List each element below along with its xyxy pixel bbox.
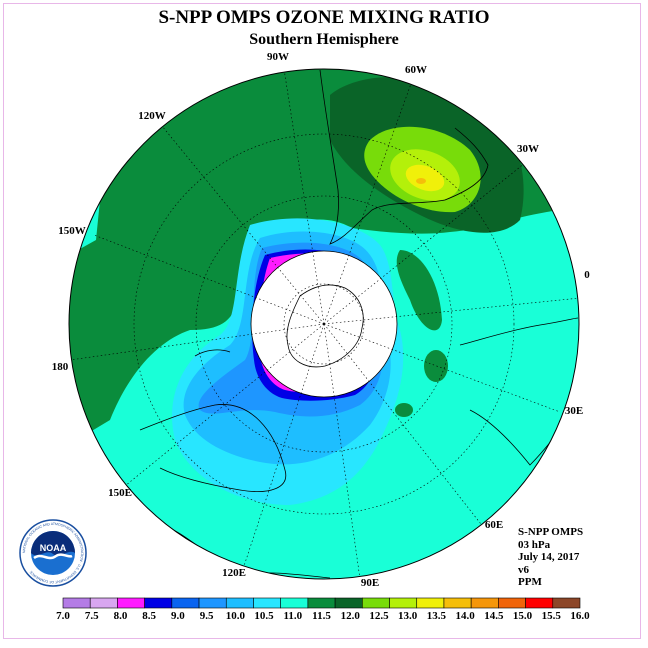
colorbar-tick-label: 16.0	[570, 610, 590, 622]
colorbar: 7.0 7.5 8.0 8.5 9.0 9.5 10.0 10.5 11.0 11.5 12.0 12…	[56, 597, 590, 622]
colorbar-box-8	[280, 597, 309, 609]
colorbar-tick-label: 8.0	[114, 610, 128, 622]
colorbar-box-10	[334, 597, 363, 609]
lon-label-0: 0	[584, 269, 590, 281]
colorbar-tick-label: 15.5	[542, 610, 562, 622]
figure-title: S-NPP OMPS OZONE MIXING RATIO	[158, 7, 490, 28]
colorbar-box-9	[307, 597, 336, 609]
lon-label-90w: 90W	[267, 51, 289, 63]
colorbar-box-14	[443, 597, 472, 609]
colorbar-box-12	[389, 597, 418, 609]
lon-label-180: 180	[52, 361, 69, 373]
contour-11.5-east-3	[395, 403, 413, 417]
figure-border	[3, 3, 641, 639]
contour-11.5-east-2	[424, 350, 448, 382]
colorbar-tick-label: 14.0	[455, 610, 475, 622]
colorbar-box-1	[89, 597, 118, 609]
contour-13.5	[405, 164, 445, 192]
colorbar-box-5	[198, 597, 227, 609]
colorbar-tick-label: 11.5	[312, 610, 331, 622]
colorbar-tick-label: 8.5	[142, 610, 156, 622]
info-level: 03 hPa	[518, 538, 551, 551]
colorbar-tick-label: 10.0	[226, 610, 246, 622]
lon-label-120e: 120E	[222, 567, 246, 579]
colorbar-box-18	[552, 597, 581, 609]
australia-coast	[139, 404, 287, 492]
south-america-coast	[319, 69, 489, 245]
info-unit: PPM	[518, 576, 542, 588]
lon-label-60e: 60E	[485, 519, 503, 531]
colorbar-tick-label: 10.5	[254, 610, 274, 622]
graticule	[69, 69, 579, 579]
colorbar-box-16	[498, 597, 526, 609]
colorbar-tick-label: 7.0	[56, 610, 70, 622]
colorbar-tick-label: 13.5	[427, 610, 447, 622]
colorbar-tick-label: 15.0	[513, 610, 533, 622]
info-instrument: S-NPP OMPS	[518, 526, 584, 538]
colorbar-tick-label: 12.0	[341, 610, 361, 622]
info-version: v6	[518, 563, 529, 576]
colorbar-box-15	[470, 597, 499, 609]
map-boundary	[68, 68, 580, 580]
lon-label-120w: 120W	[138, 110, 166, 122]
colorbar-tick-label: 13.0	[398, 610, 418, 622]
lon-label-150e: 150E	[108, 487, 132, 499]
ozone-field	[69, 69, 579, 579]
colorbar-box-2	[117, 597, 145, 609]
colorbar-tick-label: 12.5	[369, 610, 389, 622]
lon-label-30w: 30W	[517, 143, 539, 155]
lon-label-90e: 90E	[361, 577, 379, 589]
noaa-logo: NOAA NATIONAL OCEANIC AND ATMOSPHERIC AD…	[19, 519, 87, 587]
colorbar-box-11	[362, 597, 390, 609]
colorbar-box-13	[416, 597, 445, 609]
info-block: S-NPP OMPS 03 hPa July 14, 2017 v6 PPM	[518, 526, 583, 589]
colorbar-box-0	[62, 597, 91, 609]
lon-label-150w: 150W	[58, 225, 86, 237]
figure-subtitle: Southern Hemisphere	[249, 31, 399, 48]
colorbar-box-17	[525, 597, 554, 609]
lon-label-30e: 30E	[565, 405, 583, 417]
antarctica-coast	[286, 284, 364, 368]
colorbar-tick-label: 7.5	[85, 610, 99, 622]
lon-label-60w: 60W	[405, 64, 427, 76]
colorbar-labels: 7.0 7.5 8.0 8.5 9.0 9.5 10.0 10.5 11.0 11.5 12.0 12…	[56, 610, 590, 622]
colorbar-tick-label: 14.5	[484, 610, 504, 622]
contour-11.5-east-1	[396, 250, 442, 331]
contour-14.0	[416, 178, 426, 184]
noaa-logo-text: NOAA	[40, 543, 67, 553]
colorbar-box-3	[144, 597, 173, 609]
colorbar-box-4	[171, 597, 200, 609]
colorbar-box-7	[253, 597, 281, 609]
info-date: July 14, 2017	[518, 551, 580, 563]
colorbar-boxes	[62, 597, 581, 609]
colorbar-tick-label: 9.0	[171, 610, 185, 622]
colorbar-box-6	[225, 597, 254, 609]
colorbar-tick-label: 9.5	[200, 610, 214, 622]
colorbar-tick-label: 11.0	[283, 610, 302, 622]
